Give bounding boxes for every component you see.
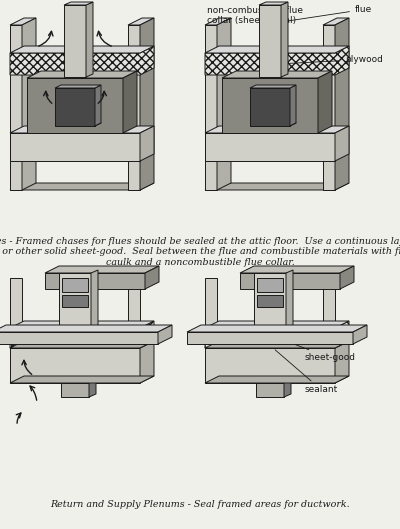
Polygon shape (353, 325, 367, 344)
Polygon shape (158, 325, 172, 344)
Bar (62, 295, 88, 307)
Polygon shape (61, 380, 96, 383)
Polygon shape (205, 183, 349, 190)
Text: non-combustible flue
collar (sheet metal): non-combustible flue collar (sheet metal… (207, 6, 303, 57)
Bar (256, 383, 284, 397)
Polygon shape (89, 380, 96, 397)
Bar (187, 332, 353, 344)
Bar (205, 348, 335, 383)
Polygon shape (286, 270, 293, 328)
Polygon shape (55, 85, 101, 88)
Polygon shape (335, 18, 349, 190)
Bar (205, 133, 335, 161)
Polygon shape (10, 321, 154, 328)
Polygon shape (205, 321, 349, 348)
Polygon shape (91, 270, 98, 328)
Polygon shape (140, 341, 154, 383)
Text: Chases - Framed chases for flues should be sealed at the attic floor.  Use a con: Chases - Framed chases for flues should … (0, 237, 400, 267)
Polygon shape (205, 376, 349, 383)
Polygon shape (240, 266, 354, 273)
Polygon shape (10, 341, 154, 348)
Polygon shape (145, 266, 159, 289)
Bar (240, 273, 340, 289)
Polygon shape (10, 278, 22, 348)
Polygon shape (187, 325, 367, 332)
Bar (45, 273, 145, 289)
Bar (254, 273, 286, 328)
Polygon shape (123, 71, 137, 133)
Bar (55, 88, 95, 126)
Bar (27, 78, 123, 133)
Polygon shape (205, 46, 349, 75)
Polygon shape (217, 18, 231, 190)
Polygon shape (205, 126, 349, 133)
Polygon shape (0, 325, 172, 332)
Polygon shape (10, 376, 154, 383)
Polygon shape (335, 126, 349, 161)
Polygon shape (10, 341, 154, 348)
Polygon shape (140, 18, 154, 190)
Bar (0, 332, 158, 344)
Bar (10, 348, 140, 383)
Text: plywood: plywood (280, 55, 383, 64)
Bar (62, 278, 88, 292)
Polygon shape (10, 18, 36, 25)
Polygon shape (22, 18, 36, 190)
Polygon shape (205, 278, 217, 348)
Polygon shape (45, 266, 159, 273)
Polygon shape (10, 321, 154, 348)
Polygon shape (205, 321, 349, 328)
Bar (10, 133, 140, 161)
Polygon shape (250, 85, 296, 88)
Polygon shape (318, 71, 332, 133)
Polygon shape (335, 341, 349, 383)
Polygon shape (140, 126, 154, 161)
Polygon shape (290, 85, 296, 126)
Polygon shape (128, 278, 140, 348)
Bar (259, 5, 281, 77)
Text: sheet-good: sheet-good (280, 339, 356, 362)
Bar (250, 88, 290, 126)
Polygon shape (205, 341, 349, 348)
Polygon shape (10, 25, 22, 190)
Polygon shape (10, 126, 154, 133)
Polygon shape (64, 2, 93, 5)
Polygon shape (284, 380, 291, 397)
Polygon shape (95, 85, 101, 126)
Polygon shape (86, 2, 93, 77)
Polygon shape (10, 46, 154, 53)
Polygon shape (128, 25, 140, 190)
Bar (257, 278, 283, 292)
Polygon shape (205, 341, 349, 348)
Polygon shape (10, 183, 154, 190)
Polygon shape (259, 2, 288, 5)
Polygon shape (222, 71, 332, 78)
Polygon shape (10, 46, 154, 75)
Bar (257, 295, 283, 307)
Polygon shape (256, 380, 291, 383)
Polygon shape (205, 25, 217, 190)
Polygon shape (323, 18, 349, 25)
Polygon shape (323, 25, 335, 190)
Bar (222, 78, 318, 133)
Polygon shape (128, 18, 154, 25)
Text: sealant: sealant (275, 350, 338, 395)
Bar (64, 5, 86, 77)
Text: Return and Supply Plenums - Seal framed areas for ductwork.: Return and Supply Plenums - Seal framed … (50, 500, 350, 509)
Bar (59, 273, 91, 328)
Polygon shape (205, 18, 231, 25)
Polygon shape (205, 46, 349, 53)
Polygon shape (27, 71, 137, 78)
Bar (61, 383, 89, 397)
Polygon shape (281, 2, 288, 77)
Polygon shape (323, 278, 335, 348)
Text: flue: flue (284, 5, 372, 22)
Polygon shape (340, 266, 354, 289)
